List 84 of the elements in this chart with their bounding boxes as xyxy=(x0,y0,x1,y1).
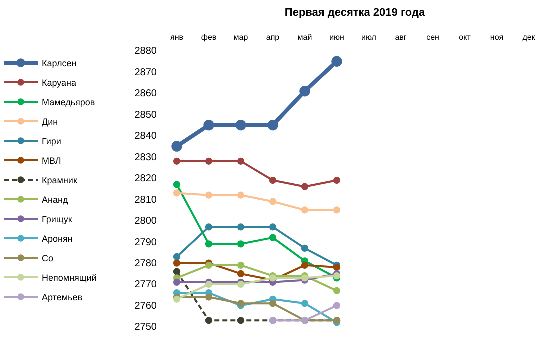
point xyxy=(269,176,277,184)
point xyxy=(237,317,245,324)
y-tick-label: 2880 xyxy=(134,46,158,58)
point xyxy=(204,120,214,131)
point xyxy=(173,190,181,197)
x-tick-label: мар xyxy=(234,33,249,42)
point xyxy=(205,240,213,248)
point xyxy=(237,224,245,231)
point xyxy=(269,224,277,231)
x-tick-label: фев xyxy=(201,33,217,42)
y-tick-label: 2830 xyxy=(134,152,158,164)
point xyxy=(237,240,245,248)
point xyxy=(237,262,245,269)
x-tick-label: сен xyxy=(426,33,440,42)
legend-label: МВЛ xyxy=(42,156,62,166)
y-tick-label: 2790 xyxy=(134,237,158,248)
point xyxy=(269,300,277,308)
legend-label: Мамедьяров xyxy=(42,98,96,108)
y-tick-label: 2760 xyxy=(134,300,158,312)
point xyxy=(301,262,309,269)
x-tick-label: апр xyxy=(266,33,280,42)
legend-label: Дин xyxy=(42,117,58,127)
x-tick-label: авг xyxy=(395,33,407,42)
y-tick-label: 2870 xyxy=(134,67,158,78)
point xyxy=(301,244,309,252)
point xyxy=(205,317,213,324)
point xyxy=(205,158,213,165)
point xyxy=(173,278,181,286)
point xyxy=(173,253,181,260)
point xyxy=(205,294,213,301)
legend-label: Гири xyxy=(42,136,62,146)
x-tick-label: окт xyxy=(459,33,472,42)
point xyxy=(172,141,182,152)
point xyxy=(205,192,213,199)
point xyxy=(332,56,342,67)
y-tick-label: 2810 xyxy=(134,194,158,206)
y-tick-label: 2820 xyxy=(134,174,158,185)
point xyxy=(205,280,213,288)
point xyxy=(333,264,341,272)
legend-label: Артемьев xyxy=(42,292,83,302)
point xyxy=(205,224,213,231)
point xyxy=(269,198,277,206)
y-tick-label: 2850 xyxy=(134,110,158,121)
point xyxy=(173,268,181,276)
point xyxy=(333,206,341,214)
legend-label: Карлсен xyxy=(42,58,77,68)
y-tick-label: 2770 xyxy=(134,280,158,291)
point xyxy=(301,300,309,308)
point xyxy=(237,270,245,278)
point xyxy=(301,183,309,190)
point xyxy=(173,158,181,165)
point xyxy=(333,287,341,294)
y-tick-label: 2780 xyxy=(134,258,158,270)
point xyxy=(333,302,341,310)
legend-label: Каруана xyxy=(42,78,77,88)
point xyxy=(268,120,278,131)
point xyxy=(301,206,309,214)
point xyxy=(333,272,341,280)
x-tick-label: июл xyxy=(362,33,377,42)
point xyxy=(237,280,245,288)
point xyxy=(173,181,181,188)
y-tick-label: 2860 xyxy=(134,88,158,100)
x-tick-label: ноя xyxy=(490,33,504,42)
point xyxy=(300,86,310,97)
x-tick-label: июн xyxy=(330,33,344,42)
y-tick-label: 2840 xyxy=(134,131,158,142)
legend-label: Ананд xyxy=(42,195,69,205)
legend-label: Аронян xyxy=(42,234,73,244)
point xyxy=(333,176,341,184)
legend-label: Крамник xyxy=(42,176,78,186)
legend-label: Грищук xyxy=(42,214,72,224)
point xyxy=(269,234,277,242)
x-tick-label: янв xyxy=(170,33,184,42)
point xyxy=(173,260,181,267)
legend-label: Непомнящий xyxy=(42,273,97,283)
chart-title: Первая десятка 2019 года xyxy=(284,7,426,19)
point xyxy=(237,192,245,199)
x-tick-label: дек xyxy=(522,33,536,42)
y-tick-label: 2800 xyxy=(134,216,158,228)
y-tick-label: 2750 xyxy=(134,322,158,334)
x-tick-label: май xyxy=(298,33,312,42)
point xyxy=(237,158,245,165)
legend-label: Со xyxy=(42,254,54,264)
point xyxy=(236,120,246,131)
